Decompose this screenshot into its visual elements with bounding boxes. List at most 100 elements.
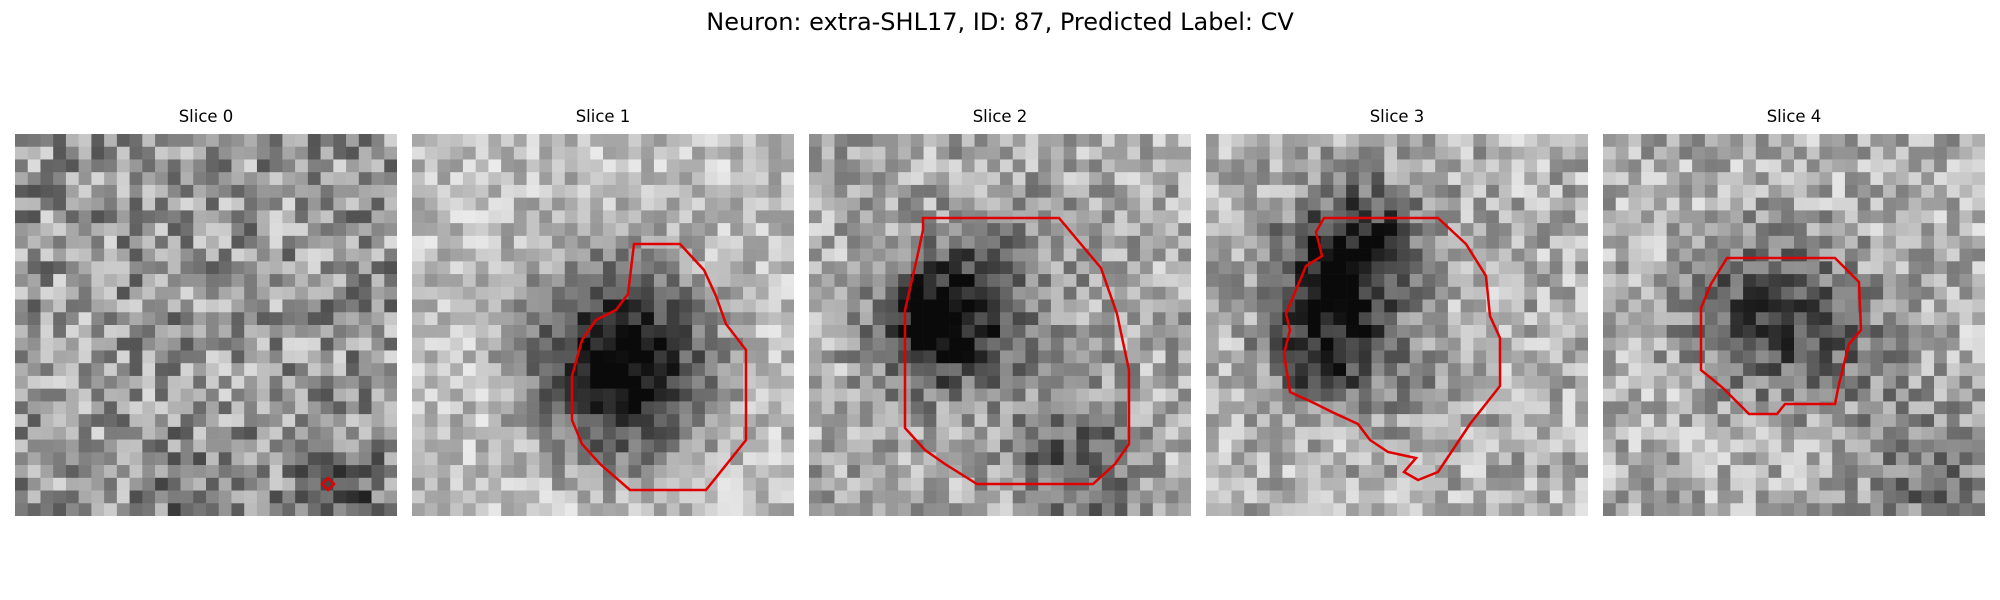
pixel — [1384, 274, 1398, 288]
pixel — [218, 312, 232, 326]
pixel — [1384, 426, 1398, 440]
pixel — [1641, 146, 1655, 160]
pixel — [1844, 299, 1858, 313]
pixel — [78, 286, 92, 300]
pixel — [91, 426, 105, 440]
pixel — [974, 299, 988, 313]
pixel — [1959, 235, 1973, 249]
pixel — [679, 223, 693, 237]
pixel — [1307, 299, 1321, 313]
pixel — [1743, 401, 1757, 415]
pixel — [1844, 197, 1858, 211]
pixel — [590, 134, 604, 148]
pixel — [27, 375, 41, 389]
pixel — [910, 388, 924, 402]
pixel — [577, 274, 591, 288]
pixel — [552, 274, 566, 288]
pixel — [1025, 286, 1039, 300]
pixel — [1844, 414, 1858, 428]
pixel — [116, 375, 130, 389]
pixel — [358, 210, 372, 224]
pixel — [218, 337, 232, 351]
pixel — [717, 146, 731, 160]
pixel — [1447, 337, 1461, 351]
pixel — [1231, 286, 1245, 300]
pixel — [1730, 197, 1744, 211]
pixel — [603, 223, 617, 237]
pixel — [936, 350, 950, 364]
pixel — [180, 465, 194, 479]
pixel — [1435, 248, 1449, 262]
pixel — [666, 363, 680, 377]
pixel — [910, 274, 924, 288]
pixel — [1435, 197, 1449, 211]
pixel — [1114, 223, 1128, 237]
pixel — [320, 465, 334, 479]
pixel — [1921, 325, 1935, 339]
pixel — [821, 490, 835, 504]
pixel — [155, 261, 169, 275]
pixel — [244, 274, 258, 288]
pixel — [1946, 223, 1960, 237]
pixel — [692, 350, 706, 364]
pixel — [834, 274, 848, 288]
pixel — [206, 363, 220, 377]
pixel — [1447, 159, 1461, 173]
pixel — [1218, 299, 1232, 313]
pixel — [1435, 261, 1449, 275]
pixel — [371, 439, 385, 453]
pixel — [847, 312, 861, 326]
pixel — [1781, 363, 1795, 377]
pixel — [1256, 414, 1270, 428]
pixel — [1603, 299, 1617, 313]
pixel — [1435, 426, 1449, 440]
pixel — [142, 248, 156, 262]
pixel — [65, 503, 79, 516]
pixel — [564, 223, 578, 237]
pixel — [282, 325, 296, 339]
pixel — [872, 274, 886, 288]
pixel — [1473, 388, 1487, 402]
pixel — [821, 261, 835, 275]
pixel — [1794, 337, 1808, 351]
pixel — [1025, 223, 1039, 237]
pixel — [513, 159, 527, 173]
pixel — [692, 261, 706, 275]
pixel — [1320, 477, 1334, 491]
pixel — [1295, 184, 1309, 198]
pixel — [641, 261, 655, 275]
pixel — [462, 477, 476, 491]
pixel — [1409, 197, 1423, 211]
pixel — [872, 184, 886, 198]
pixel — [180, 159, 194, 173]
pixel — [961, 325, 975, 339]
pixel — [1346, 197, 1360, 211]
pixel — [834, 426, 848, 440]
pixel — [1320, 172, 1334, 186]
pixel — [104, 363, 118, 377]
pixel — [1422, 401, 1436, 415]
pixel — [1666, 503, 1680, 516]
pixel — [40, 490, 54, 504]
pixel — [218, 235, 232, 249]
pixel — [1333, 375, 1347, 389]
pixel — [885, 223, 899, 237]
pixel — [1755, 286, 1769, 300]
pixel — [1603, 414, 1617, 428]
pixel — [1562, 477, 1576, 491]
pixel — [1743, 172, 1757, 186]
pixel — [1908, 235, 1922, 249]
pixel — [859, 375, 873, 389]
pixel — [628, 503, 642, 516]
pixel — [923, 286, 937, 300]
pixel — [1692, 184, 1706, 198]
pixel — [27, 146, 41, 160]
pixel — [1895, 350, 1909, 364]
pixel — [346, 465, 360, 479]
pixel — [129, 210, 143, 224]
pixel — [1025, 452, 1039, 466]
pixel — [218, 452, 232, 466]
pixel — [65, 477, 79, 491]
pixel — [1435, 210, 1449, 224]
pixel — [1575, 503, 1588, 516]
